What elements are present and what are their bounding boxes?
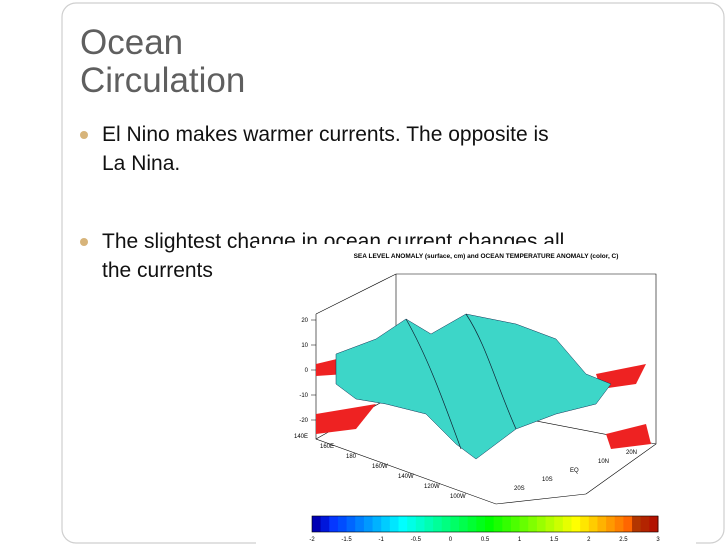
colorbar-cell	[485, 516, 495, 532]
lon-label: 180	[346, 454, 357, 460]
surface	[335, 313, 612, 460]
colorbar-cell	[632, 516, 642, 532]
z-tick-label: -10	[299, 393, 308, 399]
colorbar-tick-label: 1.5	[550, 537, 559, 543]
colorbar-tick-label: -0.5	[411, 537, 422, 543]
colorbar-cell	[554, 516, 564, 532]
z-tick-label: 0	[305, 368, 309, 374]
surface-lines	[405, 313, 517, 450]
colorbar-tick-label: -2	[309, 537, 315, 543]
colorbar-cell	[415, 516, 425, 532]
lon-label: 140W	[398, 474, 414, 480]
colorbar-cell	[580, 516, 590, 532]
bullet-line: La Nina.	[102, 152, 181, 175]
colorbar-tick-label: 2.5	[619, 537, 628, 543]
colorbar-cell	[355, 516, 365, 532]
colorbar-cell	[545, 516, 555, 532]
colorbar-cell	[562, 516, 572, 532]
colorbar-cell	[346, 516, 356, 532]
colorbar-cell	[640, 516, 650, 532]
lon-label: 120W	[424, 484, 440, 490]
colorbar-cell	[571, 516, 581, 532]
lat-label: 10N	[598, 459, 609, 465]
colorbar-tick-label: 2	[587, 537, 591, 543]
colorbar-cell	[424, 516, 434, 532]
bullet-line: El Nino makes warmer currents. The oppos…	[102, 123, 549, 146]
colorbar-cell	[536, 516, 547, 532]
lat-label: 20S	[514, 486, 525, 492]
colorbar-tick-label: 0.5	[481, 537, 490, 543]
colorbar-cell	[588, 516, 598, 532]
lon-label: 100W	[450, 494, 466, 500]
colorbar-cell	[606, 516, 616, 532]
colorbar-cell	[467, 516, 477, 532]
red-patch	[316, 404, 376, 434]
colorbar-cell	[372, 516, 382, 532]
lat-label: 10S	[542, 477, 553, 483]
lat-label: EQ	[570, 468, 579, 474]
colorbar-cell	[597, 516, 607, 532]
colorbar-cell	[363, 516, 374, 532]
figure-title: SEA LEVEL ANOMALY (surface, cm) and OCEA…	[354, 253, 619, 260]
colorbar-cell	[510, 516, 521, 532]
colorbar-cell	[623, 516, 633, 532]
colorbar-cell	[398, 516, 408, 532]
colorbar-cell	[450, 516, 460, 532]
colorbar-tick-label: 3	[656, 537, 660, 543]
colorbar-tick-label: 1	[518, 537, 522, 543]
colorbar-tick-label: -1	[379, 537, 385, 543]
colorbar-cell	[614, 516, 624, 532]
colorbar-cell	[381, 516, 391, 532]
colorbar-cell	[337, 516, 348, 532]
red-patch	[606, 424, 651, 449]
figure: SEA LEVEL ANOMALY (surface, cm) and OCEA…	[256, 244, 696, 544]
bullet-line: the currents	[102, 259, 213, 282]
colorbar-cell	[476, 516, 486, 532]
colorbar-frame	[311, 515, 659, 533]
colorbar-tick-label: 0	[449, 537, 453, 543]
colorbar-cell	[320, 516, 330, 532]
colorbar-cell	[407, 516, 417, 532]
colorbar-cell	[389, 516, 399, 532]
lon-label: 140E	[294, 434, 308, 440]
colorbar-tick-label: -1.5	[341, 537, 352, 543]
colorbar-cell	[493, 516, 503, 532]
colorbar-cell	[649, 516, 659, 532]
title-line: Ocean	[80, 23, 184, 62]
colorbar-cell	[528, 516, 538, 532]
colorbar-cell	[312, 516, 322, 532]
colorbar-cell	[502, 516, 512, 532]
z-tick-label: 20	[301, 318, 308, 324]
bullet: El Nino makes warmer currents. The oppos…	[80, 120, 549, 178]
colorbar-cell	[441, 516, 451, 532]
z-tick-label: -20	[299, 418, 308, 424]
lon-label: 160W	[372, 464, 388, 470]
colorbar-cell	[519, 516, 529, 532]
colorbar-cell	[329, 516, 339, 532]
colorbar-cell	[433, 516, 443, 532]
z-tick-label: 10	[301, 343, 308, 349]
colorbar-cell	[459, 516, 469, 532]
title-line: Circulation	[80, 61, 246, 100]
lat-label: 20N	[626, 450, 637, 456]
lon-label: 160E	[320, 444, 334, 450]
